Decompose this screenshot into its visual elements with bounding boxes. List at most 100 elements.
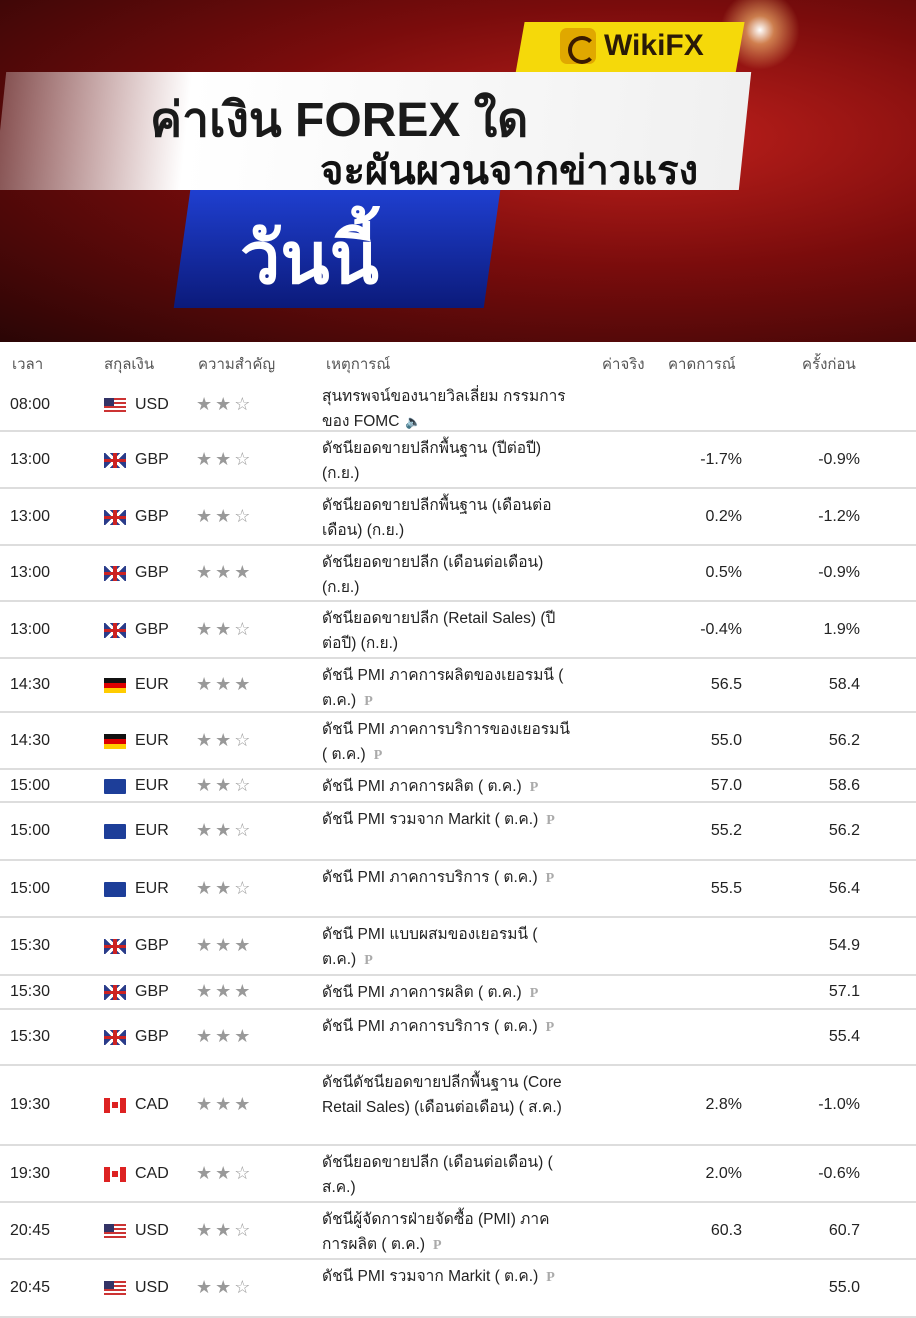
event-text: ดัชนียอดขายปลีก (Retail Sales) (ปีต่อปี)… — [322, 610, 556, 652]
event-name[interactable]: ดัชนี PMI ภาคการผลิตของเยอรมนี ( ต.ค.) P — [322, 663, 572, 714]
importance-stars: ★★☆ — [196, 820, 253, 841]
importance-stars: ★★☆ — [196, 449, 253, 470]
event-time: 14:30 — [10, 676, 51, 693]
star-filled-icon: ★ — [196, 1219, 216, 1240]
table-row[interactable]: 13:00 GBP ★★☆ ดัชนียอดขายปลีกพื้นฐาน (ปี… — [0, 432, 916, 489]
star-filled-icon: ★ — [215, 820, 235, 840]
star-filled-icon: ★ — [196, 674, 216, 694]
event-name[interactable]: ดัชนีดัชนียอดขายปลีกพื้นฐาน (Core Retail… — [322, 1070, 572, 1120]
economic-calendar-table: เวลา สกุลเงิน ความสำคัญ เหตุการณ์ ค่าจริ… — [0, 342, 916, 1318]
table-row[interactable]: 15:00 EUR ★★☆ ดัชนี PMI รวมจาก Markit ( … — [0, 803, 916, 861]
star-filled-icon: ★ — [196, 394, 216, 414]
star-filled-icon: ★ — [234, 1026, 254, 1046]
event-time: 15:30 — [10, 937, 51, 954]
event-name[interactable]: ดัชนียอดขายปลีก (Retail Sales) (ปีต่อปี)… — [322, 606, 572, 656]
table-row[interactable]: 15:00 EUR ★★☆ ดัชนี PMI ภาคการบริการ ( ต… — [0, 861, 916, 918]
event-time: 15:00 — [10, 879, 51, 897]
table-row[interactable]: 19:30 CAD ★★☆ ดัชนียอดขายปลีก (เดือนต่อเ… — [0, 1146, 916, 1203]
currency: USD — [135, 396, 169, 413]
event-name[interactable]: ดัชนี PMI ภาคการผลิต ( ต.ค.) P — [322, 774, 572, 800]
forecast-value: 60.3 — [710, 1221, 742, 1239]
importance-stars: ★★★ — [196, 935, 253, 956]
event-name[interactable]: ดัชนียอดขายปลีกพื้นฐาน (เดือนต่อเดือน) (… — [322, 493, 572, 543]
currency: GBP — [135, 937, 169, 954]
star-filled-icon: ★ — [215, 981, 235, 1001]
flag-ca-icon — [104, 1166, 126, 1182]
table-row[interactable]: 20:45 USD ★★☆ ดัชนี PMI รวมจาก Markit ( … — [0, 1260, 916, 1318]
star-filled-icon: ★ — [215, 877, 235, 898]
event-name[interactable]: สุนทรพจน์ของนายวิลเลี่ยม กรรมการของ FOMC… — [322, 384, 572, 434]
preliminary-icon: P — [529, 780, 539, 795]
currency: USD — [135, 1221, 169, 1239]
header-previous: ครั้งก่อน — [802, 356, 856, 373]
flag-de-icon — [104, 678, 126, 693]
previous-value: 56.4 — [828, 879, 860, 897]
currency: GBP — [135, 1028, 169, 1045]
star-empty-icon: ☆ — [234, 729, 254, 750]
flag-gb-icon — [104, 1030, 126, 1045]
importance-stars: ★★☆ — [196, 394, 253, 415]
previous-value: -0.9% — [818, 450, 860, 468]
star-filled-icon: ★ — [196, 1026, 216, 1046]
forecast-value: 55.5 — [710, 879, 742, 897]
banner: WikiFX ค่าเงิน FOREX ใด จะผันผวนจากข่าวแ… — [0, 0, 916, 342]
importance-stars: ★★★ — [196, 562, 253, 583]
previous-value: -0.9% — [818, 564, 860, 581]
currency: EUR — [135, 879, 169, 897]
star-empty-icon: ☆ — [234, 820, 254, 840]
event-name[interactable]: ดัชนี PMI ภาคการบริการ ( ต.ค.) P — [322, 865, 572, 891]
event-name[interactable]: ดัชนี PMI แบบผสมของเยอรมนี ( ต.ค.) P — [322, 922, 572, 973]
table-row[interactable]: 13:00 GBP ★★☆ ดัชนียอดขายปลีกพื้นฐาน (เด… — [0, 489, 916, 546]
star-filled-icon: ★ — [196, 448, 216, 469]
table-row[interactable]: 15:30 GBP ★★★ ดัชนี PMI ภาคการผลิต ( ต.ค… — [0, 976, 916, 1010]
table-row[interactable]: 15:30 GBP ★★★ ดัชนี PMI แบบผสมของเยอรมนี… — [0, 918, 916, 976]
star-filled-icon: ★ — [196, 562, 216, 582]
previous-value: 57.1 — [828, 983, 860, 1000]
event-text: ดัชนี PMI ภาคการผลิต ( ต.ค.) — [322, 984, 522, 1001]
table-row[interactable]: 20:45 USD ★★☆ ดัชนีผู้จัดการฝ่ายจัดซื้อ … — [0, 1203, 916, 1260]
importance-stars: ★★★ — [196, 981, 253, 1002]
event-name[interactable]: ดัชนี PMI รวมจาก Markit ( ต.ค.) P — [322, 1264, 572, 1290]
preliminary-icon: P — [373, 748, 383, 763]
star-empty-icon: ☆ — [234, 1277, 254, 1297]
preliminary-icon: P — [529, 986, 539, 1001]
flag-us-icon — [104, 398, 126, 413]
table-header: เวลา สกุลเงิน ความสำคัญ เหตุการณ์ ค่าจริ… — [0, 342, 916, 380]
importance-stars: ★★★ — [196, 674, 253, 695]
star-filled-icon: ★ — [215, 505, 235, 526]
event-name[interactable]: ดัชนียอดขายปลีกพื้นฐาน (ปีต่อปี) (ก.ย.) — [322, 436, 572, 486]
table-row[interactable]: 08:00 USD ★★☆ สุนทรพจน์ของนายวิลเลี่ยม ก… — [0, 380, 916, 432]
logo-text: WikiFX — [604, 29, 704, 62]
event-name[interactable]: ดัชนียอดขายปลีก (เดือนต่อเดือน) ( ส.ค.) — [322, 1150, 572, 1200]
event-name[interactable]: ดัชนียอดขายปลีก (เดือนต่อเดือน) (ก.ย.) — [322, 550, 572, 600]
currency: EUR — [135, 731, 169, 749]
flag-gb-icon — [104, 622, 126, 638]
header-time: เวลา — [12, 356, 44, 373]
importance-stars: ★★★ — [196, 1094, 253, 1115]
currency: GBP — [135, 620, 169, 638]
importance-stars: ★★☆ — [196, 619, 253, 640]
star-filled-icon: ★ — [234, 562, 254, 582]
event-name[interactable]: ดัชนีผู้จัดการฝ่ายจัดซื้อ (PMI) ภาคการผล… — [322, 1207, 572, 1258]
event-name[interactable]: ดัชนี PMI รวมจาก Markit ( ต.ค.) P — [322, 807, 572, 833]
currency: CAD — [135, 1164, 169, 1182]
table-row[interactable]: 19:30 CAD ★★★ ดัชนีดัชนียอดขายปลีกพื้นฐา… — [0, 1066, 916, 1146]
flag-gb-icon — [104, 985, 126, 1000]
table-row[interactable]: 15:30 GBP ★★★ ดัชนี PMI ภาคการบริการ ( ต… — [0, 1010, 916, 1066]
table-row[interactable]: 13:00 GBP ★★★ ดัชนียอดขายปลีก (เดือนต่อเ… — [0, 546, 916, 602]
forecast-value: 55.2 — [710, 822, 742, 839]
event-name[interactable]: ดัชนี PMI ภาคการบริการของเยอรมนี ( ต.ค.)… — [322, 717, 572, 768]
table-row[interactable]: 15:00 EUR ★★☆ ดัชนี PMI ภาคการผลิต ( ต.ค… — [0, 770, 916, 803]
speaker-icon[interactable]: 🔈 — [405, 414, 422, 429]
currency: GBP — [135, 983, 169, 1000]
star-filled-icon: ★ — [196, 1094, 216, 1114]
star-filled-icon: ★ — [196, 505, 216, 526]
star-filled-icon: ★ — [196, 981, 216, 1001]
event-name[interactable]: ดัชนี PMI ภาคการบริการ ( ต.ค.) P — [322, 1014, 572, 1040]
table-row[interactable]: 14:30 EUR ★★★ ดัชนี PMI ภาคการผลิตของเยอ… — [0, 659, 916, 713]
event-time: 15:00 — [10, 776, 51, 794]
star-empty-icon: ☆ — [234, 448, 254, 469]
table-row[interactable]: 13:00 GBP ★★☆ ดัชนียอดขายปลีก (Retail Sa… — [0, 602, 916, 659]
event-name[interactable]: ดัชนี PMI ภาคการผลิต ( ต.ค.) P — [322, 980, 572, 1006]
table-row[interactable]: 14:30 EUR ★★☆ ดัชนี PMI ภาคการบริการของเ… — [0, 713, 916, 770]
